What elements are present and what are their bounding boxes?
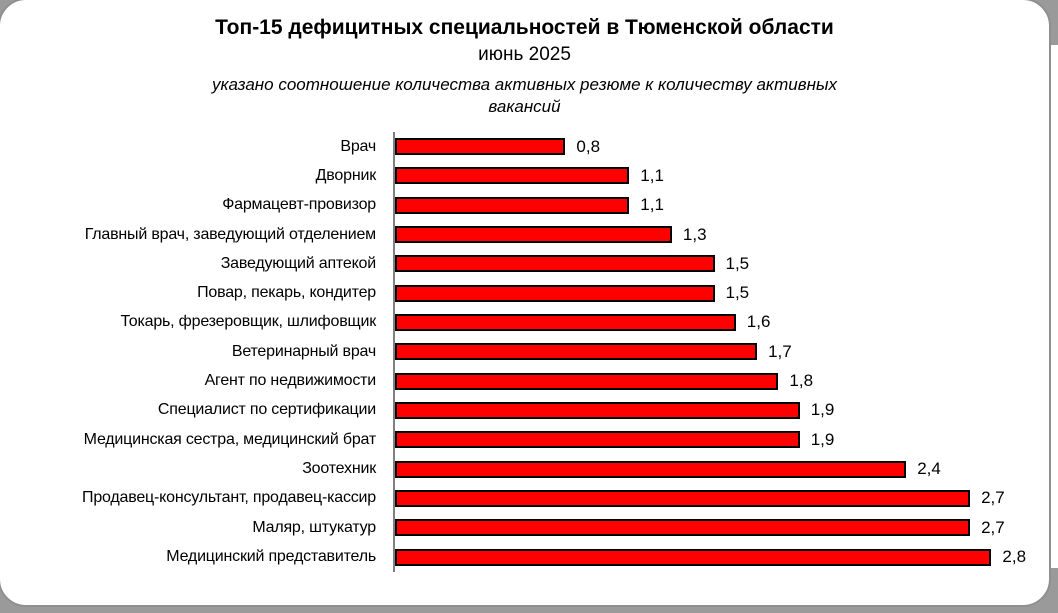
value-label: 1,9 — [810, 429, 835, 449]
value-label: 2,8 — [1002, 547, 1027, 567]
bar-area: 2,7 — [395, 518, 1049, 538]
page-background-gap — [1050, 45, 1058, 568]
chart-title: Топ-15 дефицитных специальностей в Тюмен… — [215, 16, 834, 39]
category-label: Фармацевт-провизор — [222, 196, 376, 214]
value-label: 1,6 — [746, 312, 771, 332]
chart-row: Врач 0,8 — [0, 132, 1049, 161]
bar-area: 1,9 — [395, 430, 1049, 450]
value-label: 2,7 — [981, 488, 1005, 508]
category-label: Повар, пекарь, кондитер — [197, 284, 376, 302]
bar-area: 1,5 — [395, 283, 1049, 303]
category-label: Маляр, штукатур — [252, 518, 376, 536]
bar — [395, 489, 971, 507]
chart-row: Медицинская сестра, медицинский брат 1,9 — [0, 425, 1049, 454]
value-label: 1,5 — [725, 283, 750, 303]
bar-area: 1,1 — [395, 166, 1049, 186]
value-label: 2,4 — [917, 459, 941, 479]
value-label: 1,5 — [725, 253, 750, 273]
bar-area: 2,8 — [395, 547, 1049, 567]
chart-row: Заведующий аптекой 1,5 — [0, 249, 1049, 278]
chart-row: Маляр, штукатур 2,7 — [0, 513, 1049, 542]
chart-subtitle: указано соотношение количества активных … — [0, 74, 1049, 119]
chart-rows: Врач 0,8 Дворник 1,1 Фармацевт-провизор 1,1 Гл… — [0, 132, 1049, 572]
bar — [395, 343, 758, 361]
bar-area: 2,7 — [395, 488, 1049, 508]
bar — [395, 519, 971, 537]
value-label: 1,1 — [640, 195, 664, 215]
value-label: 1,7 — [768, 341, 792, 361]
category-label: Дворник — [315, 166, 377, 184]
bar — [395, 167, 630, 185]
bar — [395, 372, 779, 390]
chart-row: Фармацевт-провизор 1,1 — [0, 191, 1049, 220]
category-label: Продавец-консультант, продавец-кассир — [82, 489, 376, 507]
chart-subtitle-line-1: указано соотношение количества активных … — [212, 74, 837, 94]
chart-row: Специалист по сертификации 1,9 — [0, 396, 1049, 425]
bar — [395, 226, 672, 243]
bar — [395, 255, 715, 273]
bar-area: 1,1 — [395, 195, 1049, 215]
chart-row: Продавец-консультант, продавец-кассир 2,7 — [0, 484, 1049, 513]
bar-area: 0,8 — [395, 137, 1049, 157]
category-label: Специалист по сертификации — [157, 401, 376, 419]
bar-chart: Врач 0,8 Дворник 1,1 Фармацевт-провизор 1,1 Гл… — [0, 131, 1049, 572]
bar-area: 1,3 — [395, 225, 1049, 245]
category-label: Агент по недвижимости — [204, 372, 377, 390]
bar — [395, 138, 566, 156]
chart-row: Ветеринарный врач 1,7 — [0, 337, 1049, 366]
bar — [395, 196, 630, 214]
bar — [395, 431, 800, 449]
bar — [395, 284, 715, 302]
category-label: Главный врач, заведующий отделением — [84, 225, 376, 243]
chart-subtitle-line-2: вакансий — [488, 97, 561, 117]
bar-area: 1,9 — [395, 400, 1049, 420]
bar-area: 1,5 — [395, 254, 1049, 274]
bar — [395, 460, 907, 478]
value-label: 0,8 — [576, 136, 601, 156]
category-label: Медицинский представитель — [166, 548, 376, 566]
value-label: 1,9 — [810, 400, 835, 420]
chart-row: Повар, пекарь, кондитер 1,5 — [0, 279, 1049, 308]
value-label: 1,3 — [682, 224, 707, 244]
category-label: Врач — [340, 137, 376, 155]
category-label: Заведующий аптекой — [220, 254, 376, 272]
chart-row: Главный врач, заведующий отделением 1,3 — [0, 220, 1049, 249]
category-label: Ветеринарный врач — [231, 342, 376, 360]
bar-area: 1,6 — [395, 312, 1049, 332]
bar — [395, 313, 736, 331]
value-label: 2,7 — [981, 517, 1005, 537]
chart-period: июнь 2025 — [478, 44, 571, 66]
bar-area: 2,4 — [395, 459, 1049, 479]
bar — [395, 548, 992, 566]
category-label: Зоотехник — [302, 460, 376, 478]
category-label: Токарь, фрезеровщик, шлифовщик — [120, 313, 376, 331]
bar-area: 1,8 — [395, 371, 1049, 391]
chart-row: Зоотехник 2,4 — [0, 454, 1049, 483]
chart-row: Агент по недвижимости 1,8 — [0, 366, 1049, 395]
category-label: Медицинская сестра, медицинский брат — [83, 430, 377, 448]
value-label: 1,8 — [789, 371, 814, 391]
chart-row: Токарь, фрезеровщик, шлифовщик 1,6 — [0, 308, 1049, 337]
bar — [395, 401, 800, 419]
bar-area: 1,7 — [395, 342, 1049, 362]
y-axis-line — [393, 131, 395, 572]
chart-header: Топ-15 дефицитных специальностей в Тюмен… — [0, 15, 1049, 119]
chart-row: Дворник 1,1 — [0, 161, 1049, 190]
value-label: 1,1 — [640, 165, 664, 185]
chart-row: Медицинский представитель 2,8 — [0, 542, 1049, 571]
